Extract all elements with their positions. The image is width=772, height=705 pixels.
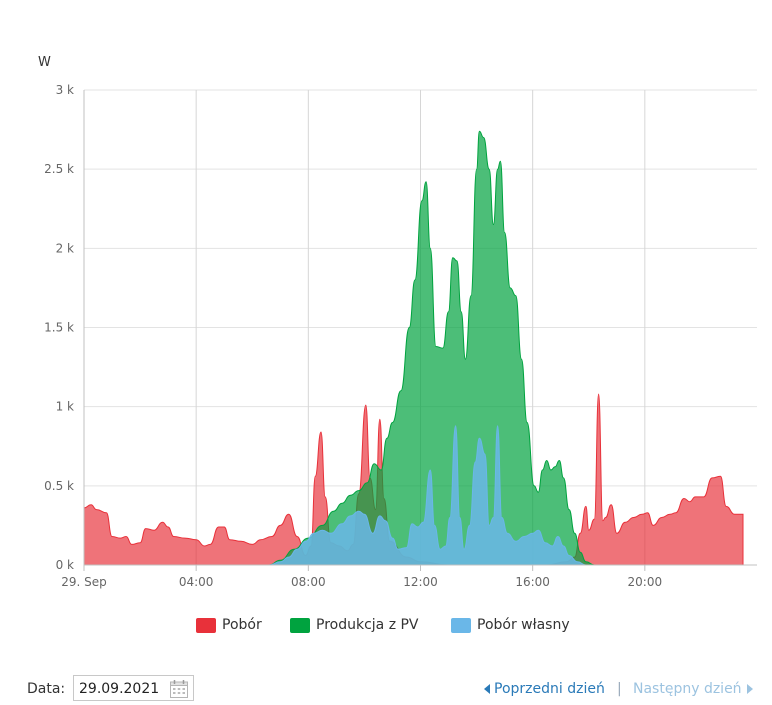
axes (83, 90, 757, 571)
x-tick-label: 04:00 (179, 575, 214, 589)
x-tick-label: 29. Sep (61, 575, 107, 589)
area-series-2[interactable] (269, 425, 586, 566)
chart: 0 k 0.5 k 1 k 1.5 k 2 k 2.5 k 3 k 29. Sep 04:00… (38, 55, 757, 589)
date-picker[interactable] (73, 675, 194, 701)
chart-areas (83, 130, 744, 566)
y-tick-labels: 0 k 0.5 k 1 k 1.5 k 2 k 2.5 k 3 k (44, 83, 74, 572)
y-tick-label: 1 k (56, 400, 74, 414)
legend-swatch-produkcja (290, 617, 310, 633)
legend-item-produkcja[interactable]: Produkcja z PV (290, 617, 419, 633)
x-tick-label: 20:00 (628, 575, 663, 589)
legend: Pobór Produkcja z PV Pobór własny (0, 617, 772, 641)
x-tick-label: 16:00 (515, 575, 550, 589)
area-series-1[interactable] (269, 130, 595, 566)
legend-label-pobor-wlasny: Pobór własny (477, 617, 570, 633)
legend-swatch-pobor-wlasny (451, 617, 471, 633)
y-tick-label: 0.5 k (44, 479, 74, 493)
calendar-icon[interactable] (169, 679, 189, 699)
legend-label-pobor: Pobór (222, 617, 262, 633)
legend-item-pobor-wlasny[interactable]: Pobór własny (451, 617, 570, 633)
x-tick-labels: 29. Sep 04:00 08:00 12:00 16:00 20:00 (61, 575, 662, 589)
nav-separator: | (617, 681, 622, 697)
y-tick-label: 3 k (56, 83, 74, 97)
legend-label-produkcja: Produkcja z PV (316, 617, 419, 633)
triangle-left-icon (484, 684, 490, 694)
date-label: Data: (27, 681, 66, 697)
next-day-label: Następny dzień (633, 681, 742, 697)
legend-swatch-pobor (196, 617, 216, 633)
y-tick-label: 0 k (56, 558, 74, 572)
x-tick-label: 08:00 (291, 575, 326, 589)
triangle-right-icon (746, 684, 753, 694)
next-day-link[interactable]: Następny dzień (633, 681, 753, 697)
area-series-0[interactable] (83, 393, 744, 566)
y-tick-label: 1.5 k (44, 321, 74, 335)
legend-item-pobor[interactable]: Pobór (196, 617, 262, 633)
x-tick-label: 12:00 (403, 575, 438, 589)
y-tick-label: 2.5 k (44, 162, 74, 176)
date-navigation: Data: Poprzedni dzień | Następny dzień (0, 675, 772, 703)
previous-day-label: Poprzedni dzień (494, 681, 605, 697)
date-input[interactable] (79, 681, 169, 697)
previous-day-link[interactable]: Poprzedni dzień (484, 681, 605, 697)
y-unit-label: W (38, 55, 51, 70)
y-tick-label: 2 k (56, 241, 74, 255)
